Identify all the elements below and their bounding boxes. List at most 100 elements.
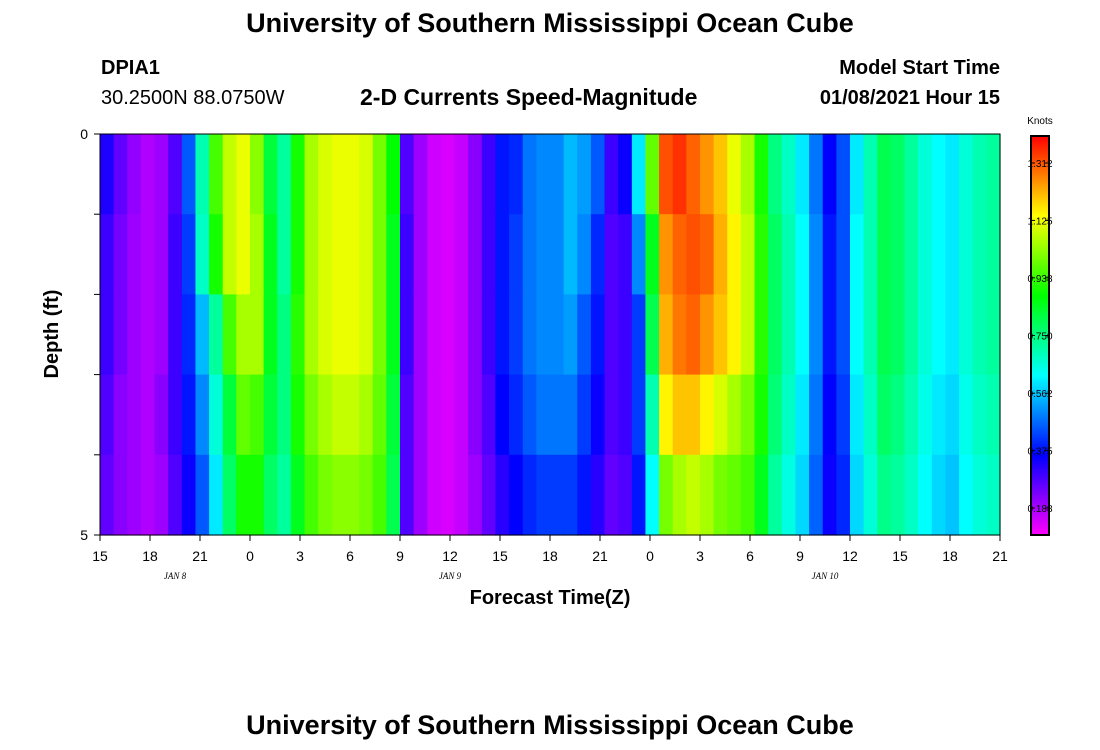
heatmap-cell xyxy=(536,374,551,456)
heatmap-cell xyxy=(290,374,306,456)
heatmap-cell xyxy=(304,374,319,456)
heatmap-cell xyxy=(850,214,865,295)
heatmap-cell xyxy=(931,374,947,456)
heatmap-cell xyxy=(413,294,428,376)
heatmap-cell xyxy=(522,294,537,376)
heatmap-cell xyxy=(140,374,156,456)
heatmap-cell xyxy=(331,374,347,456)
heatmap-cell xyxy=(209,134,224,215)
heatmap-cell xyxy=(604,454,619,536)
heatmap-cell xyxy=(290,454,306,536)
heatmap-cell xyxy=(440,374,456,456)
heatmap-cell xyxy=(427,214,442,295)
heatmap-cell xyxy=(263,374,278,456)
heatmap-cell xyxy=(659,374,674,456)
heatmap-cell xyxy=(509,134,524,215)
heatmap-cell xyxy=(959,214,974,295)
heatmap-cell xyxy=(222,214,237,295)
heatmap-cell xyxy=(754,214,769,295)
heatmap-cell xyxy=(181,294,197,376)
heatmap-cell xyxy=(440,294,456,376)
heatmap-cell xyxy=(754,134,769,215)
heatmap-cell xyxy=(372,454,387,536)
heatmap-cell xyxy=(768,214,783,295)
heatmap-cell xyxy=(509,294,524,376)
heatmap-cell xyxy=(713,214,728,295)
x-tick-label: 12 xyxy=(442,548,458,564)
heatmap-cell xyxy=(713,294,728,376)
heatmap-cell xyxy=(100,294,115,376)
heatmap-cell xyxy=(795,134,810,215)
heatmap-cell xyxy=(631,454,647,536)
heatmap-cell xyxy=(345,294,360,376)
heatmap-cell xyxy=(850,294,865,376)
heatmap-cell xyxy=(400,134,415,215)
heatmap-cell xyxy=(181,374,197,456)
heatmap-cell xyxy=(481,134,497,215)
heatmap-cell xyxy=(454,294,469,376)
x-tick-label: 18 xyxy=(942,548,958,564)
heatmap-cell xyxy=(495,374,510,456)
heatmap-cell xyxy=(863,134,878,215)
heatmap-cell xyxy=(727,294,742,376)
heatmap-cell xyxy=(168,214,183,295)
heatmap-cell xyxy=(645,294,660,376)
heatmap-cell xyxy=(250,214,265,295)
station-coords: 30.2500N 88.0750W xyxy=(101,87,285,109)
heatmap-cell xyxy=(318,134,333,215)
heatmap-cell xyxy=(222,374,237,456)
heatmap-cell xyxy=(331,294,347,376)
heatmap-cell xyxy=(604,294,619,376)
heatmap-cell xyxy=(536,214,551,295)
heatmap-cell xyxy=(904,294,919,376)
x-tick-label: 3 xyxy=(296,548,304,564)
heatmap-cell xyxy=(427,374,442,456)
heatmap-cell xyxy=(440,134,456,215)
colorbar-tick-label: 0.938 xyxy=(1027,274,1052,285)
heatmap-cell xyxy=(645,134,660,215)
heatmap-cell xyxy=(209,454,224,536)
heatmap-cell xyxy=(168,294,183,376)
heatmap-cell xyxy=(686,294,701,376)
heatmap-cell xyxy=(563,454,578,536)
heatmap-cell xyxy=(454,374,469,456)
heatmap-cell xyxy=(359,374,374,456)
heatmap-cell xyxy=(972,374,987,456)
day-label: JAN 9 xyxy=(439,571,462,581)
heatmap-cell xyxy=(290,214,306,295)
heatmap-cell xyxy=(154,294,169,376)
heatmap-cell xyxy=(304,214,319,295)
heatmap-cell xyxy=(877,374,892,456)
heatmap-cell xyxy=(904,374,919,456)
heatmap-cell xyxy=(795,454,810,536)
heatmap-cell xyxy=(904,134,919,215)
heatmap-cell xyxy=(127,214,142,295)
heatmap-cell xyxy=(795,214,810,295)
heatmap-cell xyxy=(181,214,197,295)
heatmap-cell xyxy=(931,134,947,215)
heatmap-cell xyxy=(468,134,483,215)
heatmap-cell xyxy=(918,134,933,215)
heatmap-cell xyxy=(154,454,169,536)
heatmap-cell xyxy=(672,214,687,295)
x-axis: 15 18 21 0 3 6 9 12 15 18 21 0 3 6 9 12 15 18 21 JAN 8 JAN 9… xyxy=(92,535,1008,581)
heatmap-cell xyxy=(236,454,251,536)
heatmap-cell xyxy=(604,214,619,295)
heatmap-cell xyxy=(400,374,415,456)
colorbar: Knots 0.188 0.375 0.562 0.750 0.938 1.125 1.312 xyxy=(1027,116,1053,536)
x-tick-label: 12 xyxy=(842,548,858,564)
heatmap-cell xyxy=(795,374,810,456)
heatmap-cell xyxy=(863,214,878,295)
heatmap-cell xyxy=(618,134,633,215)
heatmap-cell xyxy=(195,214,210,295)
day-label: JAN 8 xyxy=(164,571,187,581)
heatmap-cell xyxy=(331,214,347,295)
heatmap-cell xyxy=(495,294,510,376)
heatmap-cell xyxy=(904,454,919,536)
heatmap-cell xyxy=(836,374,851,456)
heatmap-cell xyxy=(536,134,551,215)
heatmap-cell xyxy=(222,134,237,215)
x-tick-label: 15 xyxy=(892,548,908,564)
heatmap-cell xyxy=(481,214,497,295)
heatmap-cell xyxy=(468,214,483,295)
